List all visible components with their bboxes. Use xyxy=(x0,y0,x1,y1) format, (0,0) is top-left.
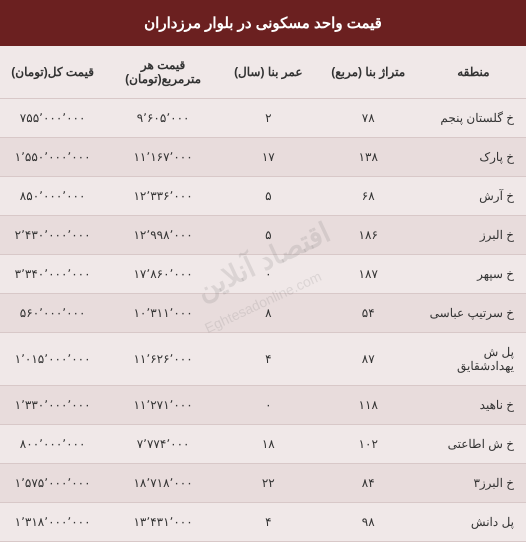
price-table-container: قیمت واحد مسکونی در بلوار مرزداران منطقه… xyxy=(0,0,526,542)
cell-area: ۱۸۷ xyxy=(316,255,421,294)
cell-region: خ البرز۳ xyxy=(421,464,526,503)
cell-total: ۸۵۰٬۰۰۰٬۰۰۰ xyxy=(0,177,105,216)
cell-age: ۱۸ xyxy=(221,425,316,464)
cell-age: ۵ xyxy=(221,177,316,216)
cell-age: ۴ xyxy=(221,333,316,386)
cell-area: ۸۴ xyxy=(316,464,421,503)
column-header-price-sqm: قیمت هر مترمربع(تومان) xyxy=(105,46,221,99)
cell-area: ۹۸ xyxy=(316,503,421,542)
cell-region: خ گلستان پنجم xyxy=(421,99,526,138)
cell-total: ۸۰۰٬۰۰۰٬۰۰۰ xyxy=(0,425,105,464)
column-header-region: منطقه xyxy=(421,46,526,99)
cell-age: ۵ xyxy=(221,216,316,255)
cell-region: خ ش اطاعتی xyxy=(421,425,526,464)
cell-total: ۷۵۵٬۰۰۰٬۰۰۰ xyxy=(0,99,105,138)
column-header-total: قیمت کل(تومان) xyxy=(0,46,105,99)
cell-region: خ پارک xyxy=(421,138,526,177)
cell-region: خ البرز xyxy=(421,216,526,255)
table-row: خ ناهید۱۱۸۰۱۱٬۲۷۱٬۰۰۰۱٬۳۳۰٬۰۰۰٬۰۰۰ xyxy=(0,386,526,425)
cell-price-sqm: ۱۰٬۳۱۱٬۰۰۰ xyxy=(105,294,221,333)
cell-age: ۰ xyxy=(221,386,316,425)
cell-age: ۲ xyxy=(221,99,316,138)
cell-age: ۴ xyxy=(221,503,316,542)
table-row: پل دانش۹۸۴۱۳٬۴۳۱٬۰۰۰۱٬۳۱۸٬۰۰۰٬۰۰۰ xyxy=(0,503,526,542)
table-row: خ سپهر۱۸۷۰۱۷٬۸۶۰٬۰۰۰۳٬۳۴۰٬۰۰۰٬۰۰۰ xyxy=(0,255,526,294)
column-header-area: متراژ بنا (مربع) xyxy=(316,46,421,99)
cell-area: ۶۸ xyxy=(316,177,421,216)
cell-region: پل ش یهدادشقایق xyxy=(421,333,526,386)
cell-price-sqm: ۱۸٬۷۱۸٬۰۰۰ xyxy=(105,464,221,503)
table-row: خ البرز۱۸۶۵۱۲٬۹۹۸٬۰۰۰۲٬۴۳۰٬۰۰۰٬۰۰۰ xyxy=(0,216,526,255)
cell-total: ۱٬۵۷۵٬۰۰۰٬۰۰۰ xyxy=(0,464,105,503)
table-title: قیمت واحد مسکونی در بلوار مرزداران xyxy=(0,0,526,46)
table-row: خ ش اطاعتی۱۰۲۱۸۷٬۷۷۴٬۰۰۰۸۰۰٬۰۰۰٬۰۰۰ xyxy=(0,425,526,464)
table-row: خ البرز۳۸۴۲۲۱۸٬۷۱۸٬۰۰۰۱٬۵۷۵٬۰۰۰٬۰۰۰ xyxy=(0,464,526,503)
cell-price-sqm: ۷٬۷۷۴٬۰۰۰ xyxy=(105,425,221,464)
cell-price-sqm: ۱۳٬۴۳۱٬۰۰۰ xyxy=(105,503,221,542)
cell-region: خ آرش xyxy=(421,177,526,216)
cell-region: خ ناهید xyxy=(421,386,526,425)
cell-region: خ سپهر xyxy=(421,255,526,294)
cell-area: ۵۴ xyxy=(316,294,421,333)
cell-area: ۱۸۶ xyxy=(316,216,421,255)
cell-area: ۱۰۲ xyxy=(316,425,421,464)
cell-area: ۱۳۸ xyxy=(316,138,421,177)
cell-total: ۵۶۰٬۰۰۰٬۰۰۰ xyxy=(0,294,105,333)
cell-price-sqm: ۱۲٬۹۹۸٬۰۰۰ xyxy=(105,216,221,255)
table-row: خ گلستان پنجم۷۸۲۹٬۶۰۵٬۰۰۰۷۵۵٬۰۰۰٬۰۰۰ xyxy=(0,99,526,138)
table-body: خ گلستان پنجم۷۸۲۹٬۶۰۵٬۰۰۰۷۵۵٬۰۰۰٬۰۰۰خ پا… xyxy=(0,99,526,542)
column-header-age: عمر بنا (سال) xyxy=(221,46,316,99)
table-row: خ سرتیپ عباسی۵۴۸۱۰٬۳۱۱٬۰۰۰۵۶۰٬۰۰۰٬۰۰۰ xyxy=(0,294,526,333)
cell-total: ۱٬۵۵۰٬۰۰۰٬۰۰۰ xyxy=(0,138,105,177)
cell-area: ۷۸ xyxy=(316,99,421,138)
cell-price-sqm: ۱۱٬۲۷۱٬۰۰۰ xyxy=(105,386,221,425)
cell-area: ۱۱۸ xyxy=(316,386,421,425)
cell-age: ۸ xyxy=(221,294,316,333)
cell-price-sqm: ۹٬۶۰۵٬۰۰۰ xyxy=(105,99,221,138)
cell-total: ۱٬۳۳۰٬۰۰۰٬۰۰۰ xyxy=(0,386,105,425)
cell-price-sqm: ۱۱٬۶۲۶٬۰۰۰ xyxy=(105,333,221,386)
cell-age: ۲۲ xyxy=(221,464,316,503)
cell-price-sqm: ۱۲٬۳۳۶٬۰۰۰ xyxy=(105,177,221,216)
cell-total: ۲٬۴۳۰٬۰۰۰٬۰۰۰ xyxy=(0,216,105,255)
cell-region: خ سرتیپ عباسی xyxy=(421,294,526,333)
price-table: منطقه متراژ بنا (مربع) عمر بنا (سال) قیم… xyxy=(0,46,526,542)
cell-total: ۳٬۳۴۰٬۰۰۰٬۰۰۰ xyxy=(0,255,105,294)
cell-age: ۱۷ xyxy=(221,138,316,177)
table-row: پل ش یهدادشقایق۸۷۴۱۱٬۶۲۶٬۰۰۰۱٬۰۱۵٬۰۰۰٬۰۰… xyxy=(0,333,526,386)
cell-age: ۰ xyxy=(221,255,316,294)
cell-price-sqm: ۱۱٬۱۶۷٬۰۰۰ xyxy=(105,138,221,177)
column-header-row: منطقه متراژ بنا (مربع) عمر بنا (سال) قیم… xyxy=(0,46,526,99)
table-row: خ پارک۱۳۸۱۷۱۱٬۱۶۷٬۰۰۰۱٬۵۵۰٬۰۰۰٬۰۰۰ xyxy=(0,138,526,177)
cell-total: ۱٬۳۱۸٬۰۰۰٬۰۰۰ xyxy=(0,503,105,542)
cell-region: پل دانش xyxy=(421,503,526,542)
cell-area: ۸۷ xyxy=(316,333,421,386)
table-row: خ آرش۶۸۵۱۲٬۳۳۶٬۰۰۰۸۵۰٬۰۰۰٬۰۰۰ xyxy=(0,177,526,216)
cell-price-sqm: ۱۷٬۸۶۰٬۰۰۰ xyxy=(105,255,221,294)
cell-total: ۱٬۰۱۵٬۰۰۰٬۰۰۰ xyxy=(0,333,105,386)
